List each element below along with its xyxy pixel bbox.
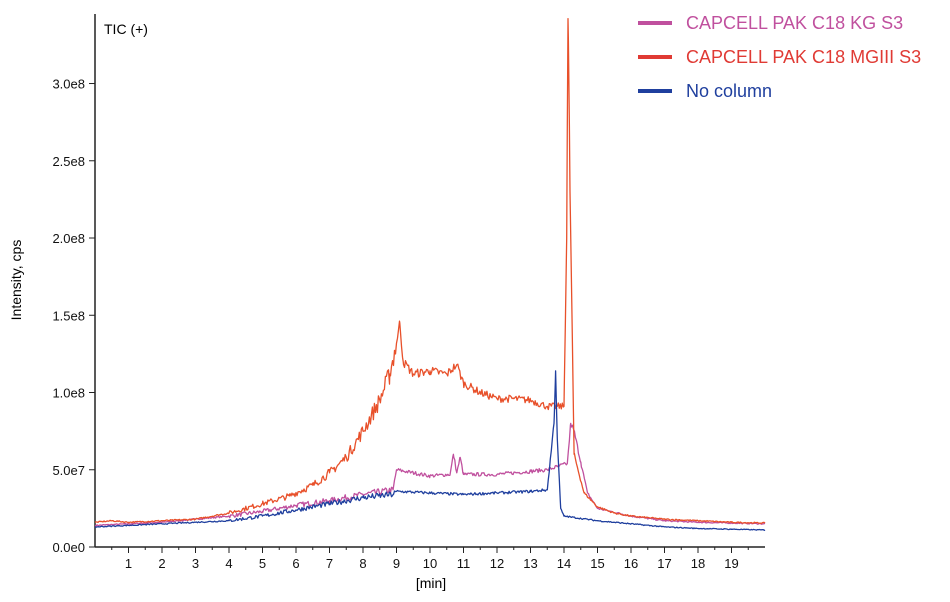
x-tick-label: 11 — [457, 556, 471, 571]
series-line — [94, 17, 766, 525]
legend-swatch — [638, 21, 672, 25]
legend-swatch — [638, 89, 672, 93]
x-tick-label: 3 — [192, 556, 199, 571]
y-tick-label: 5.0e7 — [52, 463, 85, 478]
y-tick-label: 2.0e8 — [52, 231, 85, 246]
x-tick-label: 19 — [724, 556, 738, 571]
x-tick-label: 14 — [557, 556, 571, 571]
series-layer — [94, 17, 766, 532]
y-tick-label: 3.0e8 — [52, 77, 85, 92]
x-tick-label: 4 — [225, 556, 232, 571]
legend-item: CAPCELL PAK C18 KG S3 — [638, 6, 921, 40]
series-line — [94, 422, 766, 527]
x-tick-label: 2 — [158, 556, 165, 571]
x-tick-label: 17 — [657, 556, 671, 571]
legend: CAPCELL PAK C18 KG S3 CAPCELL PAK C18 MG… — [638, 6, 921, 108]
y-tick-label: 2.5e8 — [52, 154, 85, 169]
legend-label: No column — [686, 80, 773, 101]
panel-label: TIC (+) — [104, 21, 148, 37]
legend-label: CAPCELL PAK C18 KG S3 — [686, 12, 904, 33]
x-tick-label: 18 — [691, 556, 705, 571]
x-tick-label: 16 — [624, 556, 638, 571]
x-tick-label: 13 — [523, 556, 537, 571]
x-axis-label: [min] — [416, 575, 446, 591]
x-tick-label: 12 — [490, 556, 504, 571]
legend-swatch — [638, 55, 672, 59]
x-tick-label: 5 — [259, 556, 266, 571]
legend-label: CAPCELL PAK C18 MGIII S3 — [686, 46, 922, 67]
legend-item: No column — [638, 74, 921, 108]
axes: 1 2 3 4 5 6 7 8 9 10 11 12 13 14 15 16 17 18 190.0e05.0e71… — [52, 14, 765, 571]
x-tick-label: 15 — [590, 556, 604, 571]
x-tick-label: 1 — [125, 556, 132, 571]
x-tick-label: 9 — [393, 556, 400, 571]
x-tick-label: 8 — [359, 556, 366, 571]
y-axis-label: Intensity, cps — [8, 240, 24, 321]
y-tick-label: 1.5e8 — [52, 308, 85, 323]
x-tick-label: 6 — [292, 556, 299, 571]
x-tick-label: 10 — [423, 556, 437, 571]
y-tick-label: 0.0e0 — [52, 540, 85, 555]
y-tick-label: 1.0e8 — [52, 386, 85, 401]
legend-item: CAPCELL PAK C18 MGIII S3 — [638, 40, 921, 74]
series-line — [94, 370, 766, 532]
x-tick-label: 7 — [326, 556, 333, 571]
